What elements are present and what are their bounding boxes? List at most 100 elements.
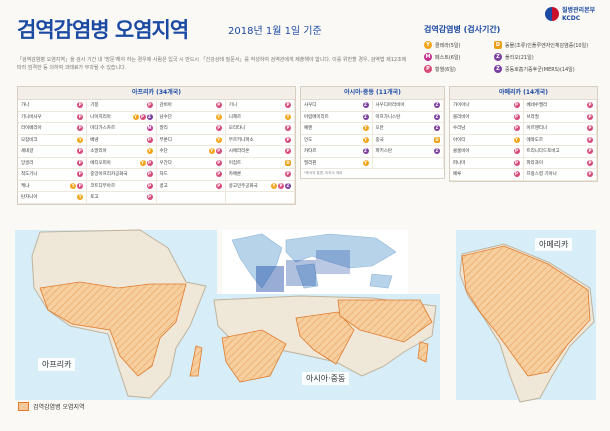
disease-badge-icon: P [146,194,153,201]
disease-badge-icon: P [139,113,146,120]
country-name: 기봉 [90,103,99,109]
legend-item: Z 중동호흡기증후군(MERS)(14일) [494,65,604,73]
country-cell: 파라과이 P [523,157,597,169]
disease-badge-icon: P [77,171,84,178]
legend-item: P 황열(6일) [424,65,494,73]
logo-line-2: KCDC [562,15,581,22]
country-cell: 아이티 Y [450,134,524,146]
country-name: 기니비사우 [21,114,42,120]
country-name: 탄자니아 [21,195,38,201]
disease-badge-icon: P [77,125,84,132]
disease-badge-icon: P [587,125,593,132]
country-disease-badges: Y [362,136,369,143]
country-disease-badges: P [215,102,222,109]
disease-badge-icon: Z [434,148,440,155]
disease-badge-icon: P [513,148,520,155]
country-name: 모잠비크 [21,137,38,143]
country-disease-badges: D [434,136,440,143]
country-name: 사우디아라비아 [375,103,405,109]
country-name: 부룬디 [159,137,172,143]
country-disease-badges: D [285,159,291,166]
country-cell: 나이지리아 Y P Z [87,111,157,123]
world-map [231,233,397,289]
country-name: 부르키나파소 [228,137,254,143]
country-cell: 프랑스령 기아나 P [523,169,597,181]
country-cell: 모리타니 P [225,123,295,135]
disease-badge-icon: P [513,159,520,166]
country-disease-badges: P [146,136,153,143]
asia-note: *중국의 홍콩, 마카오 제외 [304,171,343,175]
country-cell: 볼리비아 P [450,111,524,123]
country-cell: 우간다 P [156,157,226,169]
legend-item: Y 콜레라(5일) [424,41,494,49]
country-name: 감비아 [159,103,172,109]
country-cell: 필리핀 Y [301,157,373,169]
country-disease-badges: Z [434,148,440,155]
country-disease-badges: P [77,102,84,109]
country-name: 니제르 [228,114,242,120]
philippines-infected-area [417,341,429,363]
country-disease-badges: P [77,113,84,120]
disease-badge-icon: P [215,182,222,189]
country-cell: 예멘 Y [301,123,373,135]
kcdc-logo-icon [545,7,559,21]
legend-item: Z 폴리오(21일) [494,53,604,61]
legend-title: 검역감염병 (검사기간) [424,25,501,34]
country-name: 중국 [375,137,384,143]
disease-badge-icon: Y [271,182,277,189]
country-disease-badges: P [587,102,593,109]
country-name: 아프가니스탄 [375,114,401,120]
country-disease-badges: Z [434,125,440,132]
america-header: 아메리카 (14개국) [450,87,597,100]
country-name: 모리타니 [228,126,246,132]
country-cell: 소말리아 Y [87,146,157,158]
country-cell: 적도기니 P [18,169,88,181]
country-disease-badges: Y [215,113,222,120]
america-panel: 아메리카 (14개국) 가이아나 P 베네수엘라 P 볼리비아 P 브라질 P 수리남 P 아르헨티… [449,86,598,182]
disease-badge-icon: P [513,171,520,178]
country-disease-badges: P [285,148,291,155]
disease-badge-icon: P [215,159,222,166]
disease-badge-icon: P [77,148,84,155]
country-cell: 트리니다드토바고 P [523,146,597,158]
country-disease-badges: P [77,159,84,166]
country-disease-badges: P [215,159,222,166]
country-name: 오만 [375,126,384,132]
country-cell: 라이베리아 P [18,123,88,135]
country-cell: 페루 P [450,169,524,181]
legend-label: 폴리오(21일) [505,54,534,61]
country-disease-badges: Y [513,136,520,143]
country-disease-badges: Y [215,136,222,143]
country-cell: 아프가니스탄 Z [372,111,444,123]
country-name: 아랍에미리트 [304,114,329,120]
disease-badge-icon: P [215,148,222,155]
disease-badge-icon: Y [132,113,139,120]
arabian-infected-area [221,329,287,383]
legend-label: 콜레라(5일) [435,42,461,49]
africa-header: 아프리카 (34개국) [18,87,295,100]
disease-badge-icon: Y [215,113,222,120]
country-name: 말리 [159,126,168,132]
disease-badge-icon: P [587,136,593,143]
country-cell: 콩고 P [156,180,226,192]
country-cell: 남수단 Y [156,111,226,123]
disease-badge-icon: M [146,125,153,132]
country-cell: 에콰도르 P [523,134,597,146]
country-disease-badges: P [587,113,593,120]
country-disease-badges: P [513,113,520,120]
disease-badge-icon: P [587,159,593,166]
disease-badge-icon: Y [70,182,77,189]
country-disease-badges: Y [362,159,369,166]
south-asia-infected-area [295,311,355,365]
america-infected-area [461,245,591,377]
country-cell: 중국 D [372,134,444,146]
country-name: 파키스탄 [375,149,393,155]
legend-item: D 동물(조류)인플루엔자인체감염증(10일) [494,41,604,49]
logo-line-1: 질병관리본부 [562,7,596,14]
legend-badge-icon: Y [424,41,432,49]
africa-panel: 아프리카 (34개국) 가나 P 기봉 P 감비아 P 기니 P 기니비사우 P 나이지리아 Y P Z 남… [17,86,296,205]
legend-grid: Y 콜레라(5일) D 동물(조류)인플루엔자인체감염증(10일) M 페스트(6일) Z 폴… [424,41,604,73]
legend-badge-icon: Z [494,65,502,73]
